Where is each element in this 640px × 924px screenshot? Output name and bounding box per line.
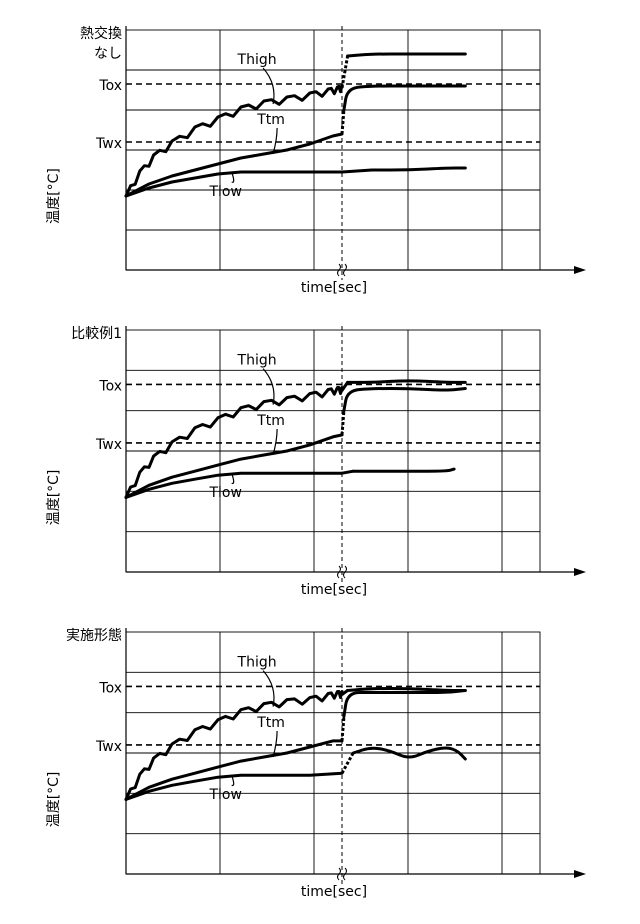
series-line-ttm-post [344,86,465,110]
series-transition-tlow [342,471,353,473]
series-label-thigh: Thigh [237,52,277,68]
series-transition-tlow [342,753,353,773]
chart-title-line: 実施形態 [66,628,122,644]
series-label-tlow: Tlow [208,184,241,200]
series-label-thigh: Thigh [237,353,277,369]
ref-label-twx: Twx [95,739,122,755]
y-axis-label: 温度[°C] [46,470,62,526]
x-axis-label: time[sec] [301,280,367,296]
ref-label-tox: Tox [98,680,122,696]
series-line-thigh-post [348,381,466,383]
series-transition-ttm [342,110,344,134]
series-label-thigh: Thigh [237,655,277,671]
series-line-thigh-post [348,54,466,56]
ref-label-tox: Tox [98,78,122,94]
ref-label-twx: Twx [95,437,122,453]
figure: ToxTwx熱交換なし温度[°C]time[sec]ThighTtmTlowTo… [0,0,640,924]
x-axis-label: time[sec] [301,582,367,598]
chart-panel-0: Tox Twx 熱交換なし温度[°C] time[sec] Thigh Ttm Tlow [46,25,586,296]
x-axis-arrow [574,266,586,274]
x-axis-arrow [574,568,586,576]
series-transition-ttm [342,717,344,741]
series-line-tlow-post [372,168,465,170]
chart-panel-1: Tox Twx 比較例1 温度[°C] time[sec] Thigh Ttm Tlow [46,326,586,598]
y-axis-label: 温度[°C] [46,168,62,224]
series-label-ttm: Ttm [256,413,285,429]
series-label-tlow: Tlow [208,485,241,501]
ref-label-tox: Tox [98,378,122,394]
ref-label-twx: Twx [95,136,122,152]
series-label-tlow: Tlow [208,787,241,803]
series-line-tlow-post [353,469,454,471]
series-transition-tlow [342,170,372,172]
chart-title-line: なし [94,46,122,62]
series-line-tlow-post [353,748,465,759]
series-label-ttm: Ttm [256,112,285,128]
series-line-ttm-post [344,389,465,411]
chart-panel-2: Tox Twx 実施形態温度[°C] time[sec] Thigh Ttm Tlow [46,628,586,900]
chart-title-line: 比較例1 [71,326,122,342]
series-label-ttm: Ttm [256,715,285,731]
y-axis-label: 温度[°C] [46,772,62,828]
x-axis-arrow [574,870,586,878]
series-line-thigh-post [348,689,466,691]
chart-title-line: 熱交換 [80,25,122,42]
x-axis-label: time[sec] [301,884,367,900]
